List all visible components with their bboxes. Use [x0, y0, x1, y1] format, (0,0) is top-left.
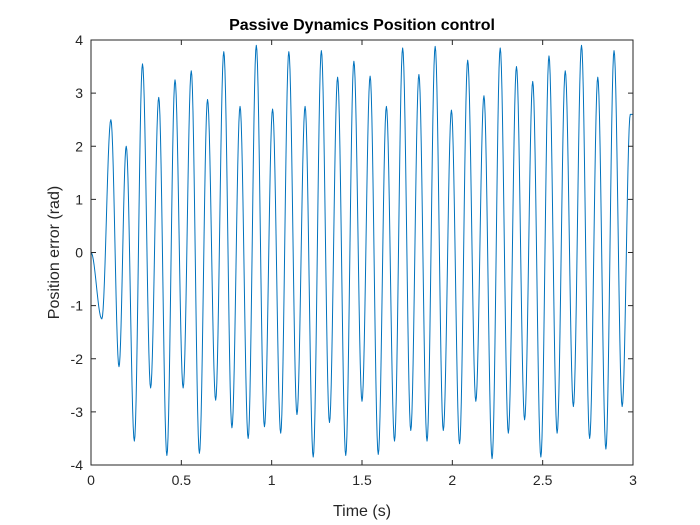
x-tick-label: 1 [268, 472, 276, 488]
series-line-0 [90, 44, 634, 460]
y-tick-label: -3 [71, 404, 84, 420]
y-tick-label: 0 [75, 245, 83, 261]
y-tick-label: -4 [71, 457, 84, 473]
y-tick-label: 1 [75, 191, 83, 207]
x-tick-label: 0 [87, 472, 95, 488]
y-tick-label: 2 [75, 138, 83, 154]
series-layer [90, 44, 634, 460]
x-tick-label: 3 [629, 472, 637, 488]
x-tick-label: 1.5 [352, 472, 372, 488]
x-tick-label: 0.5 [172, 472, 192, 488]
x-axis: 0 0.5 1 1.5 2 2.5 3 [87, 40, 637, 488]
y-tick-label: -1 [71, 298, 84, 314]
y-tick-label: -2 [71, 351, 84, 367]
x-tick-label: 2 [448, 472, 456, 488]
y-axis-label: Position error (rad) [46, 186, 63, 319]
y-tick-label: 3 [75, 85, 83, 101]
y-axis: -4 -3 -2 -1 0 1 2 3 4 [71, 32, 633, 473]
chart-title: Passive Dynamics Position control [229, 17, 495, 34]
y-tick-label: 4 [75, 32, 83, 48]
x-tick-label: 2.5 [533, 472, 553, 488]
x-axis-label: Time (s) [333, 503, 391, 520]
